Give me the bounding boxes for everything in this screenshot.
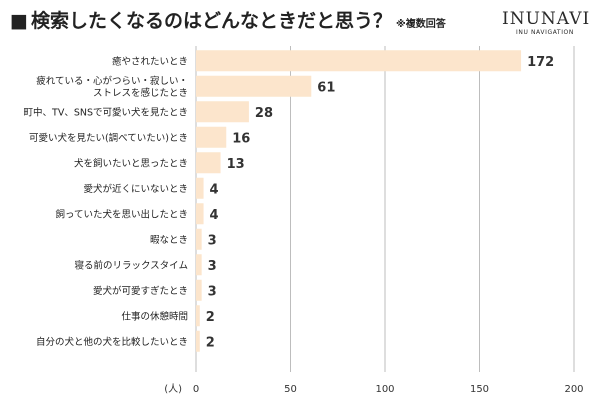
value-label-1: 61 <box>317 80 335 95</box>
category-label-9: 愛犬が可愛すぎたとき <box>93 285 188 297</box>
value-label-5: 4 <box>210 182 219 197</box>
title-square-icon: ■ <box>10 10 28 32</box>
title-text: 検索したくなるのはどんなときだと思う？ <box>30 10 392 32</box>
category-label-1-line-0: 疲れている・心がつらい・寂しい・ <box>36 75 188 87</box>
axis-layer: 0 50 100 150 200 (人) <box>164 383 583 395</box>
bar-7 <box>196 228 202 250</box>
bar-2 <box>196 101 249 123</box>
bar-layer <box>196 50 522 352</box>
value-label-0: 172 <box>527 55 554 70</box>
category-label-3: 可愛い犬を見たい(調べていたい)とき <box>29 132 188 144</box>
x-tick-label-1: 50 <box>284 384 297 395</box>
value-label-3: 16 <box>232 131 250 146</box>
bar-5 <box>196 177 204 199</box>
category-label-4: 犬を飼いたいと思ったとき <box>74 157 188 169</box>
value-label-11: 2 <box>206 335 215 350</box>
chart-title: ■ 検索したくなるのはどんなときだと思う？ ※複数回答 <box>10 6 446 33</box>
x-tick-label-0: 0 <box>193 384 199 395</box>
category-label-8: 寝る前のリラックスタイム <box>74 259 188 271</box>
label-layer: 172 癒やされたいとき 61 疲れている・心がつらい・寂しい・ストレスを感じたとき 2… <box>24 55 555 351</box>
value-label-4: 13 <box>227 157 245 172</box>
x-tick-label-4: 200 <box>564 384 583 395</box>
category-label-11: 自分の犬と他の犬を比較したいとき <box>36 336 188 348</box>
unit-label: (人) <box>164 383 182 395</box>
x-tick-label-3: 150 <box>470 384 489 395</box>
value-label-10: 2 <box>206 310 215 325</box>
category-label-0: 癒やされたいとき <box>112 55 188 67</box>
bar-10 <box>196 305 200 327</box>
bar-6 <box>196 203 204 225</box>
bar-3 <box>196 126 227 148</box>
bar-8 <box>196 254 202 276</box>
category-label-10: 仕事の休憩時間 <box>121 310 188 322</box>
category-label-2: 町中、TV、SNSで可愛い犬を見たとき <box>24 106 188 118</box>
value-label-9: 3 <box>208 284 217 299</box>
value-label-2: 28 <box>255 106 273 121</box>
value-label-8: 3 <box>208 259 217 274</box>
bar-4 <box>196 152 221 174</box>
value-label-6: 4 <box>210 208 219 223</box>
brand-subtitle: INU NAVIGATION <box>516 29 574 36</box>
brand-name: INUNAVI <box>502 9 591 29</box>
bar-9 <box>196 279 202 301</box>
multiple-answer-note: ※複数回答 <box>395 19 446 30</box>
category-label-5: 愛犬が近くにいないとき <box>83 183 188 195</box>
x-tick-label-2: 100 <box>375 384 394 395</box>
bar-0 <box>196 50 522 72</box>
category-label-1-line-1: ストレスを感じたとき <box>93 87 188 99</box>
bar-11 <box>196 330 200 352</box>
bar-1 <box>196 75 312 97</box>
category-label-7: 暇なとき <box>150 235 188 246</box>
brand-logo: INUNAVI INU NAVIGATION <box>502 9 591 37</box>
value-label-7: 3 <box>208 233 217 248</box>
category-label-6: 飼っていた犬を思い出したとき <box>55 208 188 220</box>
